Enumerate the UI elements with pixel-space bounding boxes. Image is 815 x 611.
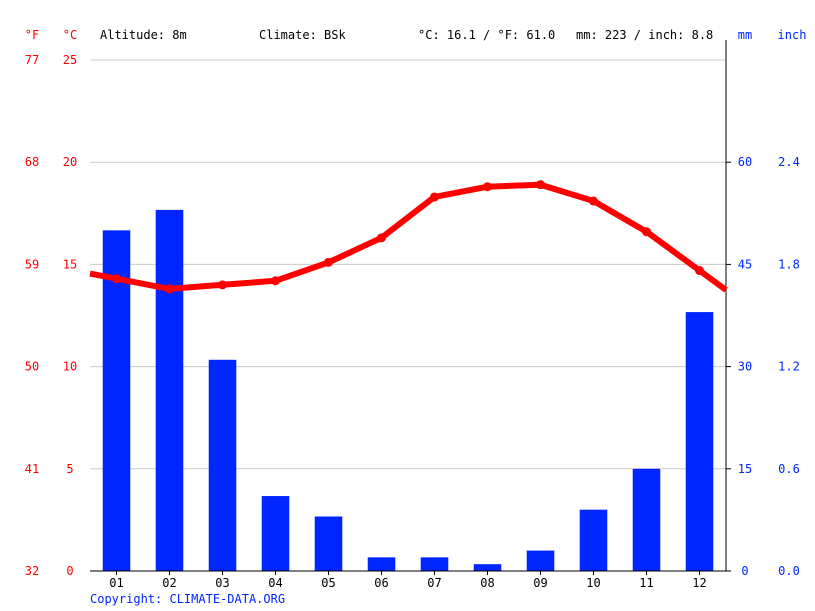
month-tick-label: 10 xyxy=(586,576,600,590)
temperature-point xyxy=(430,192,439,202)
inch-tick-label: 0.0 xyxy=(778,564,800,578)
celsius-tick-label: 0 xyxy=(66,564,73,578)
fahrenheit-tick-label: 77 xyxy=(25,53,39,67)
month-tick-label: 06 xyxy=(374,576,388,590)
temperature-point xyxy=(536,180,545,190)
copyright-text: Copyright: CLIMATE-DATA.ORG xyxy=(90,592,285,606)
inch-unit-label: inch xyxy=(778,28,807,42)
precipitation-bar xyxy=(155,209,184,572)
temperature-point xyxy=(271,276,280,286)
fahrenheit-tick-label: 59 xyxy=(25,257,39,271)
axes xyxy=(90,40,731,575)
precipitation-bar xyxy=(102,230,131,572)
temperature-point xyxy=(112,274,121,284)
month-tick-label: 04 xyxy=(268,576,282,590)
month-tick-label: 07 xyxy=(427,576,441,590)
mm-tick-label: 60 xyxy=(738,155,752,169)
month-tick-label: 11 xyxy=(639,576,653,590)
temperature-line xyxy=(89,180,728,294)
tick-labels: 32 0 41 5 50 10 59 15 68 20 77 25 0 0.0 15 0.6 30 1.2 45 1.… xyxy=(25,53,800,590)
inch-tick-label: 2.4 xyxy=(778,155,800,169)
mm-tick-label: 30 xyxy=(738,360,752,374)
precipitation-bar xyxy=(685,312,714,571)
temperature-point xyxy=(377,233,386,243)
temperature-summary: °C: 16.1 / °F: 61.0 xyxy=(418,28,555,42)
fahrenheit-tick-label: 68 xyxy=(25,155,39,169)
celsius-tick-label: 15 xyxy=(63,257,77,271)
temperature-point xyxy=(165,284,174,294)
mm-tick-label: 15 xyxy=(738,462,752,476)
month-tick-label: 01 xyxy=(109,576,123,590)
temperature-point xyxy=(324,257,333,267)
precipitation-bars xyxy=(102,209,714,572)
climate-label: Climate: BSk xyxy=(259,28,346,42)
temperature-point xyxy=(483,182,492,192)
celsius-tick-label: 5 xyxy=(66,462,73,476)
temperature-point xyxy=(589,196,598,206)
precipitation-bar xyxy=(367,557,396,571)
grid-lines xyxy=(90,59,726,470)
month-tick-label: 03 xyxy=(215,576,229,590)
precipitation-bar xyxy=(208,359,237,571)
temperature-point xyxy=(218,280,227,290)
inch-tick-label: 1.8 xyxy=(778,257,800,271)
altitude-label: Altitude: 8m xyxy=(100,28,187,42)
precipitation-bar xyxy=(526,550,555,571)
celsius-tick-label: 20 xyxy=(63,155,77,169)
precipitation-bar xyxy=(632,468,661,571)
fahrenheit-unit-label: °F xyxy=(25,28,39,42)
month-tick-label: 08 xyxy=(480,576,494,590)
celsius-unit-label: °C xyxy=(63,28,77,42)
month-tick-label: 09 xyxy=(533,576,547,590)
precipitation-bar xyxy=(261,496,290,571)
mm-unit-label: mm xyxy=(738,28,752,42)
celsius-tick-label: 10 xyxy=(63,360,77,374)
temperature-point xyxy=(642,227,651,237)
fahrenheit-tick-label: 32 xyxy=(25,564,39,578)
precipitation-summary: mm: 223 / inch: 8.8 xyxy=(576,28,713,42)
inch-tick-label: 0.6 xyxy=(778,462,800,476)
month-tick-label: 05 xyxy=(321,576,335,590)
precipitation-bar xyxy=(420,557,449,571)
month-tick-label: 12 xyxy=(692,576,706,590)
mm-tick-label: 45 xyxy=(738,257,752,271)
precipitation-bar xyxy=(579,509,608,571)
celsius-tick-label: 25 xyxy=(63,53,77,67)
month-tick-label: 02 xyxy=(162,576,176,590)
mm-tick-label: 0 xyxy=(741,564,748,578)
fahrenheit-tick-label: 41 xyxy=(25,462,39,476)
inch-tick-label: 1.2 xyxy=(778,360,800,374)
fahrenheit-tick-label: 50 xyxy=(25,360,39,374)
precipitation-bar xyxy=(314,516,343,571)
temperature-line-path xyxy=(89,181,728,293)
temperature-point xyxy=(695,266,704,276)
precipitation-bar xyxy=(473,564,502,571)
